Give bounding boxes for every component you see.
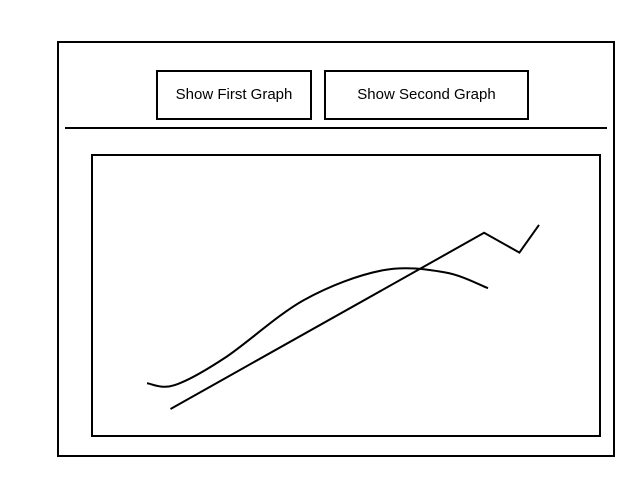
graph-toolbar: Show First Graph Show Second Graph — [59, 43, 613, 129]
show-second-graph-button[interactable]: Show Second Graph — [324, 70, 529, 120]
graph-panel — [91, 154, 601, 437]
toolbar-divider — [65, 127, 607, 129]
graph-curve-line — [146, 267, 489, 388]
app-window: Show First Graph Show Second Graph — [57, 41, 615, 457]
show-first-graph-button[interactable]: Show First Graph — [156, 70, 312, 120]
graph-canvas — [146, 224, 540, 410]
graph-polyline — [170, 224, 540, 410]
